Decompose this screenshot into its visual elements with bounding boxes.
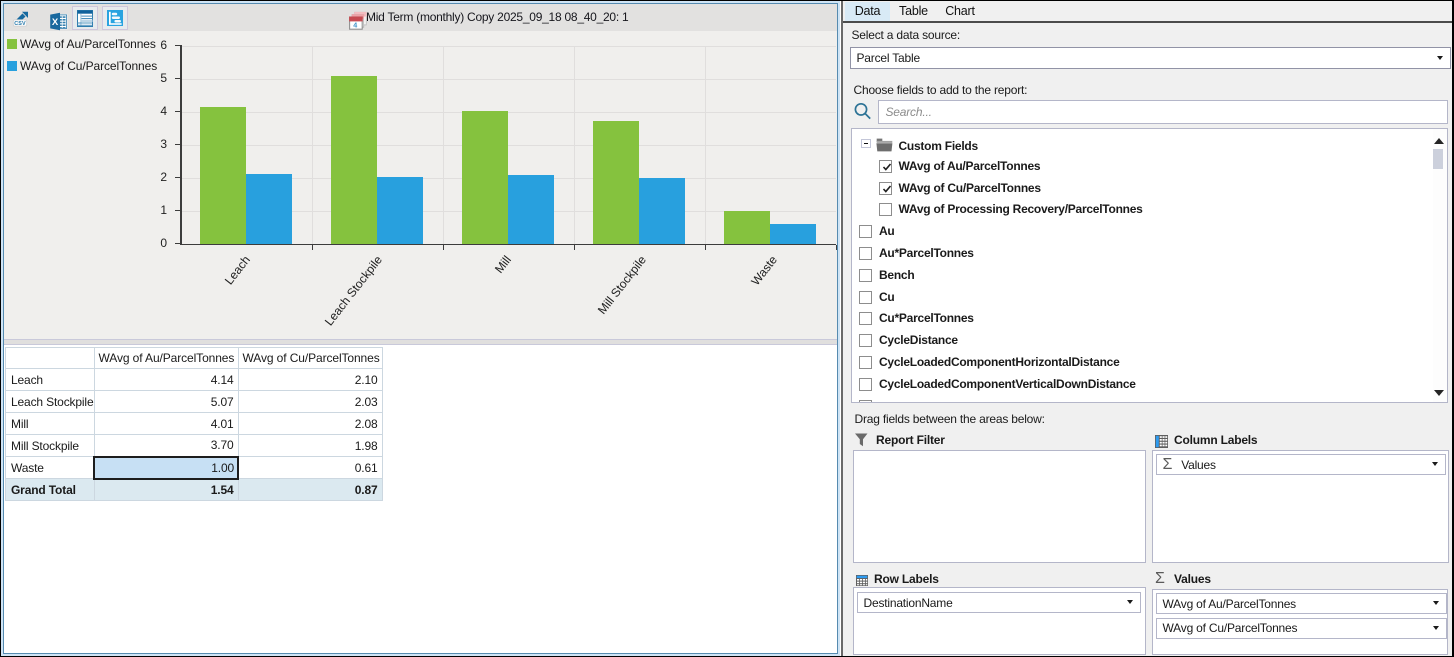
svg-text:X: X <box>51 17 58 28</box>
svg-text:4: 4 <box>353 21 357 30</box>
svg-text:CSV: CSV <box>14 21 26 27</box>
